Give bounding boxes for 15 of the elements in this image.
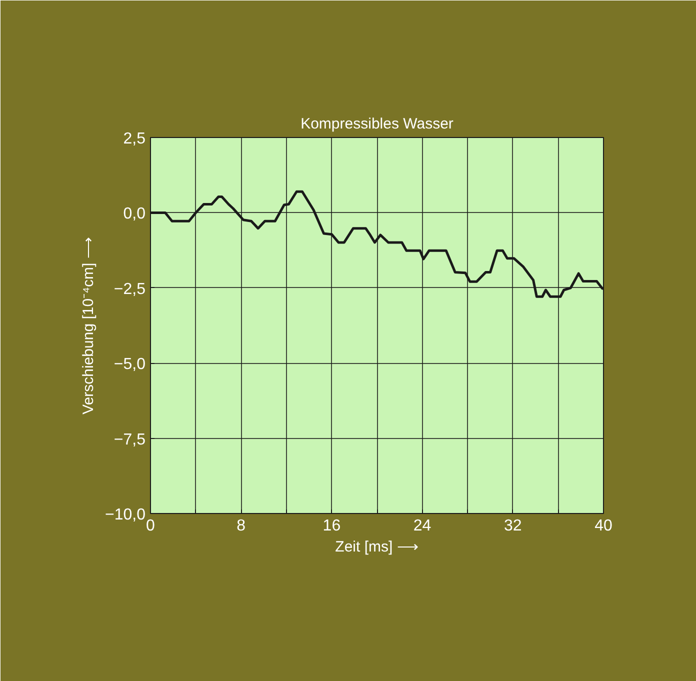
x-tick-label: 8 [236,518,246,534]
y-tick-label: 0,0 [123,206,146,223]
y-axis-title: Verschiebung [10⁻⁴cm] ⟶ [80,236,98,414]
x-tick-label: 24 [413,518,432,534]
y-tick-label: −2,5 [114,280,146,298]
x-tick-label: 32 [504,518,522,534]
y-tick-label: 2,5 [123,130,146,148]
x-tick-label: 40 [594,518,612,534]
y-tick-label: −7,5 [114,431,146,448]
y-tick-label: −10,0 [105,506,146,524]
x-tick-label: 16 [322,518,341,534]
y-tick-label: −5,0 [114,356,146,374]
x-tick-label: 0 [146,518,156,534]
chart-title: Kompressibles Wasser [300,116,454,132]
x-axis-title: Zeit [ms] ⟶ [335,538,419,556]
